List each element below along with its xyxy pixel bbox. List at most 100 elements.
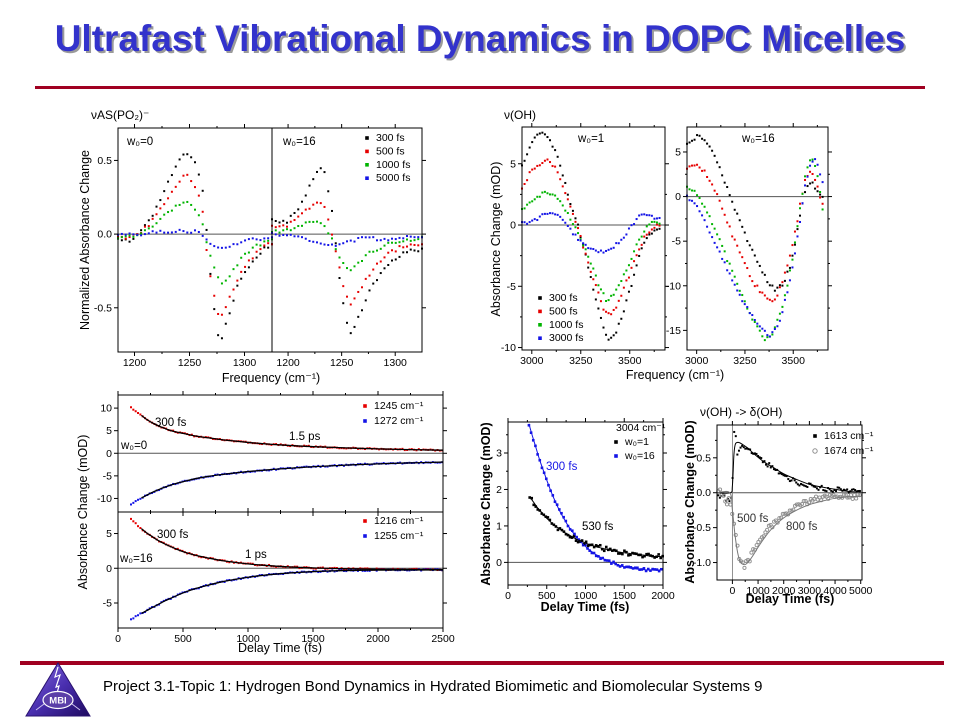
svg-text:0: 0	[115, 633, 121, 645]
fit-line-w₀=1	[529, 496, 664, 558]
panel-3004 cm⁻¹: 0 500 1000 1500 2000 3 2 1 0 300 fs 530 fs 3004 cm⁻…	[496, 418, 675, 602]
svg-text:3000: 3000	[798, 585, 822, 597]
svg-text:1: 1	[496, 520, 502, 532]
svg-text:-0.5: -0.5	[693, 522, 711, 534]
series-1674 cm⁻¹	[716, 487, 862, 570]
footer-text: Project 3.1-Topic 1: Hydrogen Bond Dynam…	[103, 678, 762, 695]
svg-text:1245 cm⁻¹: 1245 cm⁻¹	[374, 400, 424, 412]
series-300 fs	[117, 153, 273, 340]
svg-text:2500: 2500	[431, 633, 455, 645]
svg-text:w₀=16: w₀=16	[624, 450, 655, 462]
axis-frame	[716, 424, 863, 581]
svg-text:0.5: 0.5	[696, 452, 711, 464]
svg-text:3250: 3250	[733, 355, 757, 367]
slide-title: Ultrafast Vibrational Dynamics in DOPC M…	[54, 18, 906, 59]
title-divider	[35, 86, 925, 89]
svg-text:-10: -10	[501, 342, 516, 354]
chart-po2-transient-spectra: νAS(PO₂)⁻ Normalized Absorbance Change Fre…	[75, 105, 480, 395]
svg-text:1272 cm⁻¹: 1272 cm⁻¹	[374, 415, 424, 427]
svg-text:530 fs: 530 fs	[582, 521, 614, 533]
svg-text:Absorbance Change (mOD): Absorbance Change (mOD)	[76, 435, 90, 590]
series-3000 fs	[521, 212, 661, 254]
svg-text:5000 fs: 5000 fs	[376, 172, 410, 184]
svg-text:1000: 1000	[236, 633, 260, 645]
svg-text:Absorbance Change (mOD): Absorbance Change (mOD)	[685, 420, 697, 583]
svg-text:0: 0	[675, 191, 681, 203]
svg-text:Normalized Absorbance Change: Normalized Absorbance Change	[78, 150, 92, 330]
footer-caption: Project 3.1-Topic 1: Hydrogen Bond Dynam…	[103, 678, 750, 695]
svg-text:w₀=0: w₀=0	[120, 440, 147, 452]
svg-text:1300: 1300	[233, 357, 257, 369]
svg-text:Frequency (cm⁻¹): Frequency (cm⁻¹)	[222, 371, 320, 385]
svg-text:w₀=1: w₀=1	[624, 436, 649, 448]
svg-text:1200: 1200	[123, 357, 147, 369]
svg-text:500: 500	[538, 590, 556, 602]
svg-text:Delay Time (fs): Delay Time (fs)	[541, 600, 630, 614]
svg-text:2: 2	[496, 484, 502, 496]
fit-line-1245 cm⁻¹	[140, 414, 444, 451]
svg-text:νAS(PO₂)⁻: νAS(PO₂)⁻	[91, 108, 149, 122]
svg-text:-5: -5	[103, 597, 112, 609]
series-3000 fs	[686, 158, 824, 338]
series-500 fs	[271, 201, 423, 306]
svg-text:w₀=16: w₀=16	[119, 553, 153, 565]
series-500 fs	[521, 158, 661, 316]
svg-text:0: 0	[106, 448, 112, 460]
svg-text:2000: 2000	[366, 633, 390, 645]
series-300 fs	[686, 134, 824, 292]
svg-text:1200: 1200	[276, 357, 300, 369]
svg-text:500 fs: 500 fs	[376, 145, 405, 157]
svg-text:1000 fs: 1000 fs	[549, 319, 583, 331]
svg-text:0: 0	[496, 557, 502, 569]
svg-text:300 fs: 300 fs	[376, 132, 405, 144]
svg-text:1.5 ps: 1.5 ps	[289, 431, 321, 443]
svg-text:Delay Time (fs): Delay Time (fs)	[746, 592, 835, 606]
axis-frame	[271, 127, 423, 353]
panel-w₀=0: 1200 1250 1300 0.5 0.0 -0.5 w₀=0	[94, 124, 273, 369]
svg-text:1500: 1500	[301, 633, 325, 645]
svg-text:5000: 5000	[849, 585, 873, 597]
svg-text:-1.0: -1.0	[693, 557, 711, 569]
series-5000 fs	[117, 228, 273, 249]
svg-text:3000 fs: 3000 fs	[549, 332, 583, 344]
svg-text:-10: -10	[666, 280, 681, 292]
svg-text:3: 3	[496, 447, 502, 459]
svg-text:0: 0	[729, 585, 735, 597]
svg-text:1250: 1250	[178, 357, 202, 369]
svg-text:1250: 1250	[330, 357, 354, 369]
legend: 1613 cm⁻¹ 1674 cm⁻¹	[812, 430, 874, 457]
svg-text:1000: 1000	[746, 585, 770, 597]
svg-text:Delay Time (fs): Delay Time (fs)	[238, 641, 322, 655]
svg-text:3000: 3000	[520, 355, 544, 367]
slide-number: 9	[754, 678, 763, 695]
axis-frame	[521, 126, 666, 351]
svg-text:0: 0	[505, 590, 511, 602]
svg-text:300 fs: 300 fs	[157, 529, 189, 541]
legend: 3004 cm⁻¹ w₀=1 w₀=16	[614, 422, 666, 462]
svg-text:10: 10	[100, 403, 112, 415]
panel-bend: 0 1000 2000 3000 4000 5000 0.5 0.0 -0.5 -1.0 500 f…	[693, 421, 874, 597]
svg-text:w₀=0: w₀=0	[126, 136, 153, 148]
svg-text:1674 cm⁻¹: 1674 cm⁻¹	[824, 445, 874, 457]
svg-text:3500: 3500	[618, 355, 642, 367]
series-1000 fs	[521, 190, 661, 302]
svg-text:800 fs: 800 fs	[786, 521, 818, 533]
svg-text:0: 0	[106, 563, 112, 575]
fit-line-1272 cm⁻¹	[141, 461, 444, 499]
chart-oh-bend-kinetics-svg: ν(OH) -> δ(OH)Absorbance Change (mOD) Del…	[685, 405, 874, 606]
svg-text:-5: -5	[103, 470, 112, 482]
svg-text:-15: -15	[666, 325, 681, 337]
svg-text:0: 0	[510, 220, 516, 232]
svg-text:0.0: 0.0	[696, 487, 711, 499]
svg-text:300 fs: 300 fs	[155, 417, 187, 429]
svg-text:500: 500	[174, 633, 192, 645]
chart-oh-kinetics-3004-svg: Absorbance Change (mOD) Delay Time (fs) 0 5…	[480, 418, 675, 614]
series-500 fs	[686, 163, 824, 303]
series-1000 fs	[686, 158, 824, 342]
svg-text:w₀=1: w₀=1	[577, 133, 604, 145]
footer-divider	[20, 661, 944, 665]
